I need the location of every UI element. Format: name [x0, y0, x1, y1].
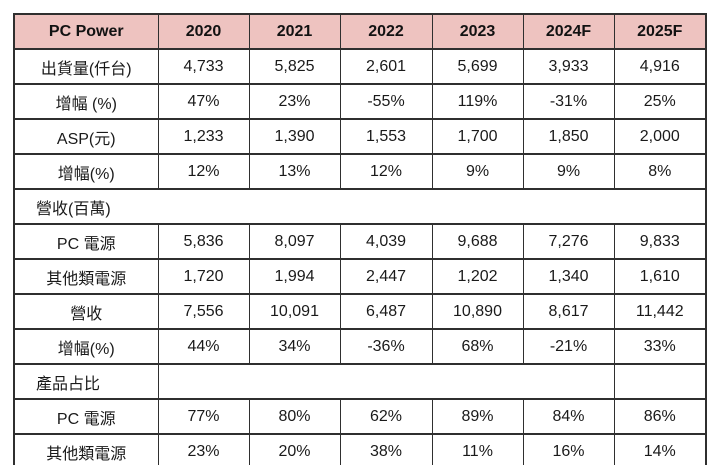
cell-value: 4,916 — [613, 48, 707, 85]
cell-value: 89% — [431, 398, 524, 435]
table-row-total-revenue: 營收 7,556 10,091 6,487 10,890 8,617 11,44… — [13, 293, 707, 330]
table-row-other-power-revenue: 其他類電源 1,720 1,994 2,447 1,202 1,340 1,61… — [13, 258, 707, 295]
section-label: 營收(百萬) — [13, 188, 707, 225]
row-label: 其他類電源 — [13, 433, 159, 465]
cell-value: 2,000 — [613, 118, 707, 155]
section-label: 產品占比 — [13, 363, 159, 400]
year-header-2024f: 2024F — [522, 13, 615, 50]
section-row-revenue: 營收(百萬) — [13, 188, 707, 225]
table-row-pc-power-share: PC 電源 77% 80% 62% 89% 84% 86% — [13, 398, 707, 435]
table-row-other-power-share: 其他類電源 23% 20% 38% 11% 16% 14% — [13, 433, 707, 465]
cell-value: 68% — [431, 328, 524, 365]
cell-value: 1,390 — [248, 118, 341, 155]
cell-value: 1,850 — [522, 118, 615, 155]
year-header-2023: 2023 — [431, 13, 524, 50]
cell-value: 119% — [431, 83, 524, 120]
cell-value: 9,833 — [613, 223, 707, 260]
cell-value: 8% — [613, 153, 707, 190]
cell-value: 34% — [248, 328, 341, 365]
cell-value: -31% — [522, 83, 615, 120]
cell-value: -36% — [339, 328, 433, 365]
cell-value: 7,556 — [157, 293, 250, 330]
row-label: 營收 — [13, 293, 159, 330]
cell-value: 25% — [613, 83, 707, 120]
cell-value: 4,039 — [339, 223, 433, 260]
cell-value: 5,836 — [157, 223, 250, 260]
cell-value: 8,617 — [522, 293, 615, 330]
cell-value: 1,610 — [613, 258, 707, 295]
cell-value: 20% — [248, 433, 341, 465]
cell-value: 14% — [613, 433, 707, 465]
table-row-revenue-growth: 增幅(%) 44% 34% -36% 68% -21% 33% — [13, 328, 707, 365]
cell-value: 2,601 — [339, 48, 433, 85]
row-label: 增幅(%) — [13, 328, 159, 365]
cell-value: 7,276 — [522, 223, 615, 260]
cell-value: 12% — [157, 153, 250, 190]
section-row-product-mix: 產品占比 — [13, 363, 707, 400]
cell-value: 62% — [339, 398, 433, 435]
cell-value: 47% — [157, 83, 250, 120]
empty-cell — [613, 363, 707, 400]
cell-value: 11% — [431, 433, 524, 465]
cell-value: 84% — [522, 398, 615, 435]
cell-value: 77% — [157, 398, 250, 435]
year-header-2025f: 2025F — [613, 13, 707, 50]
table-row-shipments: 出貨量(仟台) 4,733 5,825 2,601 5,699 3,933 4,… — [13, 48, 707, 85]
table-row-pc-power-revenue: PC 電源 5,836 8,097 4,039 9,688 7,276 9,83… — [13, 223, 707, 260]
pc-power-table: PC Power 2020 2021 2022 2023 2024F 2025F… — [13, 13, 707, 465]
cell-value: 80% — [248, 398, 341, 435]
cell-value: 23% — [157, 433, 250, 465]
cell-value: 8,097 — [248, 223, 341, 260]
cell-value: 5,825 — [248, 48, 341, 85]
cell-value: 44% — [157, 328, 250, 365]
cell-value: 16% — [522, 433, 615, 465]
cell-value: 12% — [339, 153, 433, 190]
cell-value: 3,933 — [522, 48, 615, 85]
table-row-asp: ASP(元) 1,233 1,390 1,553 1,700 1,850 2,0… — [13, 118, 707, 155]
cell-value: -55% — [339, 83, 433, 120]
row-label: PC 電源 — [13, 398, 159, 435]
cell-value: 38% — [339, 433, 433, 465]
row-label: 出貨量(仟台) — [13, 48, 159, 85]
row-label: ASP(元) — [13, 118, 159, 155]
cell-value: 1,553 — [339, 118, 433, 155]
row-label: 增幅 (%) — [13, 83, 159, 120]
cell-value: 1,720 — [157, 258, 250, 295]
cell-value: 2,447 — [339, 258, 433, 295]
year-header-2020: 2020 — [157, 13, 250, 50]
cell-value: -21% — [522, 328, 615, 365]
cell-value: 1,700 — [431, 118, 524, 155]
cell-value: 23% — [248, 83, 341, 120]
header-row: PC Power 2020 2021 2022 2023 2024F 2025F — [13, 13, 707, 50]
cell-value: 1,202 — [431, 258, 524, 295]
table-row-asp-growth: 增幅(%) 12% 13% 12% 9% 9% 8% — [13, 153, 707, 190]
row-label: PC 電源 — [13, 223, 159, 260]
cell-value: 33% — [613, 328, 707, 365]
cell-value: 1,233 — [157, 118, 250, 155]
cell-value: 5,699 — [431, 48, 524, 85]
table-title: PC Power — [13, 13, 159, 50]
cell-value: 86% — [613, 398, 707, 435]
cell-value: 1,340 — [522, 258, 615, 295]
row-label: 其他類電源 — [13, 258, 159, 295]
cell-value: 9,688 — [431, 223, 524, 260]
cell-value: 13% — [248, 153, 341, 190]
year-header-2021: 2021 — [248, 13, 341, 50]
cell-value: 10,890 — [431, 293, 524, 330]
year-header-2022: 2022 — [339, 13, 433, 50]
row-label: 增幅(%) — [13, 153, 159, 190]
cell-value: 11,442 — [613, 293, 707, 330]
table-row-shipment-growth: 增幅 (%) 47% 23% -55% 119% -31% 25% — [13, 83, 707, 120]
cell-value: 9% — [431, 153, 524, 190]
cell-value: 9% — [522, 153, 615, 190]
cell-value: 10,091 — [248, 293, 341, 330]
cell-value: 1,994 — [248, 258, 341, 295]
empty-cell — [157, 363, 615, 400]
cell-value: 6,487 — [339, 293, 433, 330]
cell-value: 4,733 — [157, 48, 250, 85]
